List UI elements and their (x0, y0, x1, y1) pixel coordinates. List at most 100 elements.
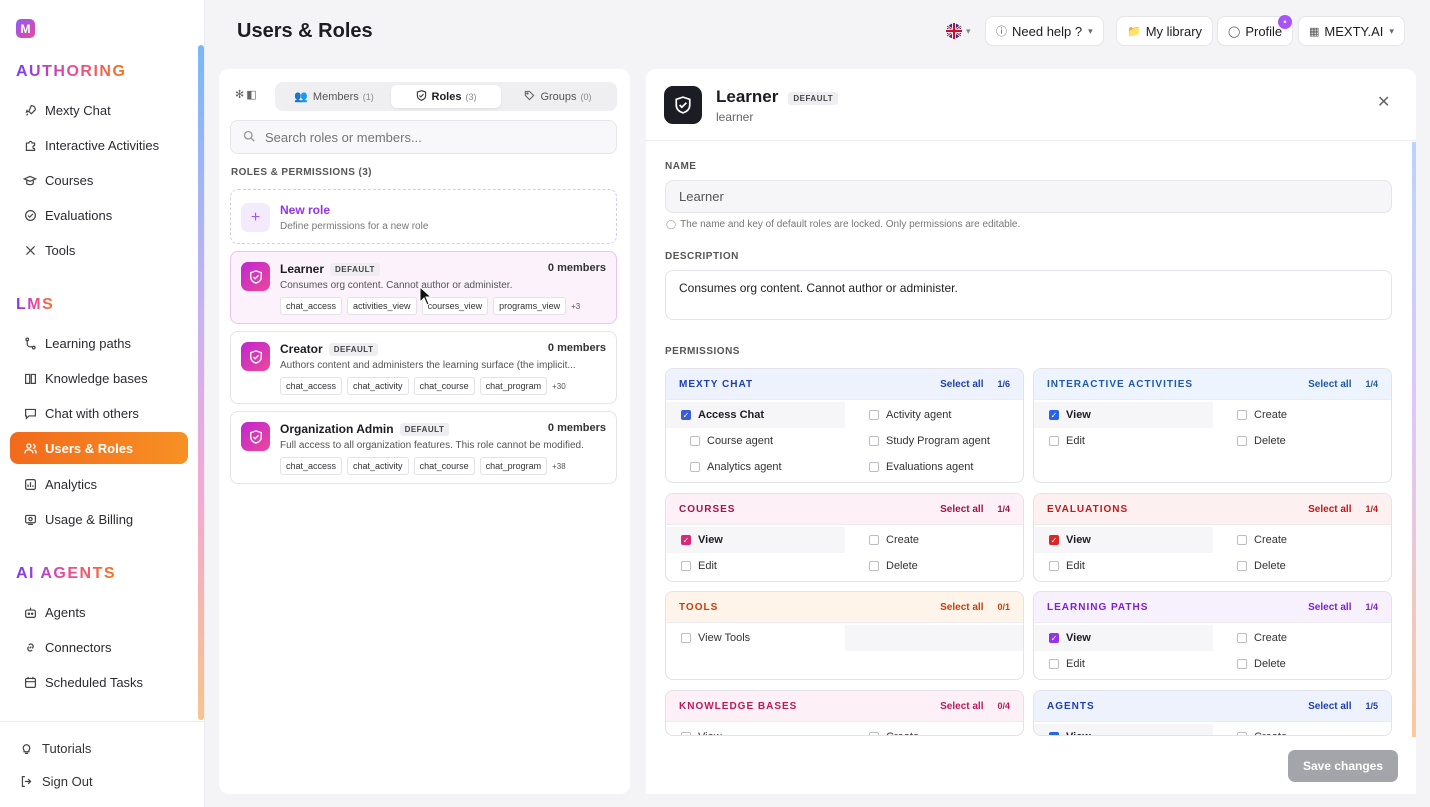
sidebar-item-agents[interactable]: Agents (10, 596, 188, 628)
role-description: Authors content and administers the lear… (280, 360, 576, 371)
select-all-button[interactable]: Select all (1308, 503, 1352, 515)
language-selector[interactable]: ▾ (942, 16, 975, 46)
permission-checkbox-edit[interactable]: Edit (1034, 428, 1213, 454)
sidebar-item-learning-paths[interactable]: Learning paths (10, 327, 188, 359)
permission-checkbox-activity-agent[interactable]: Activity agent (845, 402, 1023, 428)
permission-checkbox-analytics-agent[interactable]: Analytics agent (666, 454, 845, 480)
checkbox-icon (869, 535, 879, 545)
panel-icon: ◧ (246, 89, 257, 101)
permission-checkbox-edit[interactable]: Edit (1034, 553, 1213, 579)
role-card-creator[interactable]: Creator DEFAULT 0 members Authors content… (230, 331, 617, 404)
book-icon (23, 371, 37, 385)
search-icon (243, 130, 255, 145)
permission-checkbox-create[interactable]: Create (845, 724, 1023, 735)
sidebar-item-analytics[interactable]: Analytics (10, 468, 188, 500)
permission-group-header: MEXTY CHAT Select all 1/6 (666, 369, 1023, 400)
select-all-button[interactable]: Select all (940, 503, 984, 515)
checkbox-icon (869, 732, 879, 735)
detail-scrollbar[interactable] (1412, 142, 1416, 737)
sidebar-item-tools[interactable]: Tools (10, 234, 188, 266)
role-name-field[interactable]: Learner (665, 180, 1392, 213)
sidebar-item-evaluations[interactable]: Evaluations (10, 199, 188, 231)
permission-label: Create (1254, 409, 1288, 421)
select-all-button[interactable]: Select all (940, 700, 984, 712)
role-card-learner[interactable]: Learner DEFAULT 0 members Consumes org co… (230, 251, 617, 324)
checkbox-icon (681, 561, 691, 571)
default-badge: DEFAULT (788, 92, 839, 105)
search-input[interactable] (265, 129, 595, 145)
permission-checkbox-view[interactable]: View (666, 724, 845, 735)
checkbox-icon (681, 633, 691, 643)
help-dropdown[interactable]: ⓘ Need help ? ▾ (985, 16, 1104, 46)
permission-checkbox-edit[interactable]: Edit (1034, 651, 1213, 677)
select-all-button[interactable]: Select all (1308, 378, 1352, 390)
sidebar-item-knowledge-bases[interactable]: Knowledge bases (10, 362, 188, 394)
plus-icon: + (241, 203, 270, 232)
permission-label: Edit (1066, 560, 1085, 572)
sidebar-item-users-roles[interactable]: Users & Roles (10, 432, 188, 464)
permission-checkbox-view[interactable]: ✓ View (1034, 527, 1213, 553)
permission-checkbox-view[interactable]: ✓ View (1034, 724, 1213, 735)
permission-checkbox-create[interactable]: Create (1213, 527, 1391, 553)
tab-members[interactable]: 👥 Members (1) (279, 85, 389, 108)
permission-checkbox-delete[interactable]: Delete (845, 553, 1023, 579)
sidebar-item-interactive-activities[interactable]: Interactive Activities (10, 129, 188, 161)
locked-hint: ◯ The name and key of default roles are l… (666, 219, 1020, 230)
org-switcher[interactable]: ▦ MEXTY.AI ▾ (1298, 16, 1405, 46)
permission-checkbox-create[interactable]: Create (1213, 625, 1391, 651)
save-changes-button[interactable]: Save changes (1288, 750, 1398, 782)
permission-checkbox-delete[interactable]: Delete (1213, 553, 1391, 579)
sidebar-footer (0, 721, 204, 722)
my-library-button[interactable]: 📁 My library (1116, 16, 1214, 46)
role-card-organization-admin[interactable]: Organization Admin DEFAULT 0 members Full… (230, 411, 617, 484)
permission-checkbox-delete[interactable]: Delete (1213, 428, 1391, 454)
permission-checkbox-create[interactable]: Create (1213, 402, 1391, 428)
new-role-button[interactable]: + New role Define permissions for a new … (230, 189, 617, 244)
permission-checkbox-access-chat[interactable]: ✓ Access Chat (666, 402, 845, 428)
tab-label: Roles (431, 90, 462, 103)
permission-checkbox-study-program-agent[interactable]: Study Program agent (845, 428, 1023, 454)
detail-footer (646, 737, 1416, 794)
close-icon[interactable]: ✕ (1377, 94, 1391, 111)
sign-out-link[interactable]: Sign Out (20, 774, 93, 789)
permission-checkbox-view[interactable]: ✓ View (666, 527, 845, 553)
sidebar-item-connectors[interactable]: Connectors (10, 631, 188, 663)
permission-chip: chat_activity (347, 377, 409, 395)
select-all-button[interactable]: Select all (940, 601, 984, 613)
permission-checkbox-view[interactable]: ✓ View (1034, 402, 1213, 428)
sidebar-item-label: Scheduled Tasks (45, 674, 144, 690)
role-description-field[interactable]: Consumes org content. Cannot author or a… (665, 270, 1392, 320)
sidebar-item-label: Learning paths (45, 335, 132, 351)
tutorials-link[interactable]: Tutorials (20, 741, 91, 756)
select-all-button[interactable]: Select all (1308, 601, 1352, 613)
sidebar-item-chat-with-others[interactable]: Chat with others (10, 397, 188, 429)
sidebar-item-mexty-chat[interactable]: Mexty Chat (10, 94, 188, 126)
users-icon: 👥 (294, 91, 308, 103)
lightbulb-icon (20, 742, 34, 756)
sidebar-item-courses[interactable]: Courses (10, 164, 188, 196)
section-title-lms: LMS (16, 296, 55, 313)
permission-checkbox-delete[interactable]: Delete (1213, 651, 1391, 677)
collapse-panel-button[interactable]: ✻ ◧ (235, 88, 257, 101)
permission-group-header: AGENTS Select all 1/5 (1034, 691, 1391, 722)
permission-checkbox-view-tools[interactable]: View Tools (666, 625, 845, 651)
permission-checkbox-course-agent[interactable]: Course agent (666, 428, 845, 454)
permission-label: Access Chat (698, 409, 765, 421)
sidebar-scrollbar[interactable] (198, 45, 204, 720)
name-label: NAME (665, 161, 697, 172)
sidebar-item-usage-billing[interactable]: Usage & Billing (10, 503, 188, 535)
tab-roles[interactable]: Roles (3) (391, 85, 501, 108)
app-logo[interactable]: M (16, 19, 35, 38)
permission-checkbox-create[interactable]: Create (1213, 724, 1391, 735)
select-all-button[interactable]: Select all (1308, 700, 1352, 712)
permission-checkbox-evaluations-agent[interactable]: Evaluations agent (845, 454, 1023, 480)
mouse-cursor-icon (419, 286, 433, 306)
select-all-button[interactable]: Select all (940, 378, 984, 390)
logout-icon (20, 775, 34, 789)
permission-checkbox-create[interactable]: Create (845, 527, 1023, 553)
permission-checkbox-view[interactable]: ✓ View (1034, 625, 1213, 651)
checkbox-checked-icon: ✓ (681, 410, 691, 420)
tab-groups[interactable]: Groups (0) (503, 85, 613, 108)
permission-checkbox-edit[interactable]: Edit (666, 553, 845, 579)
sidebar-item-scheduled-tasks[interactable]: Scheduled Tasks (10, 666, 188, 698)
